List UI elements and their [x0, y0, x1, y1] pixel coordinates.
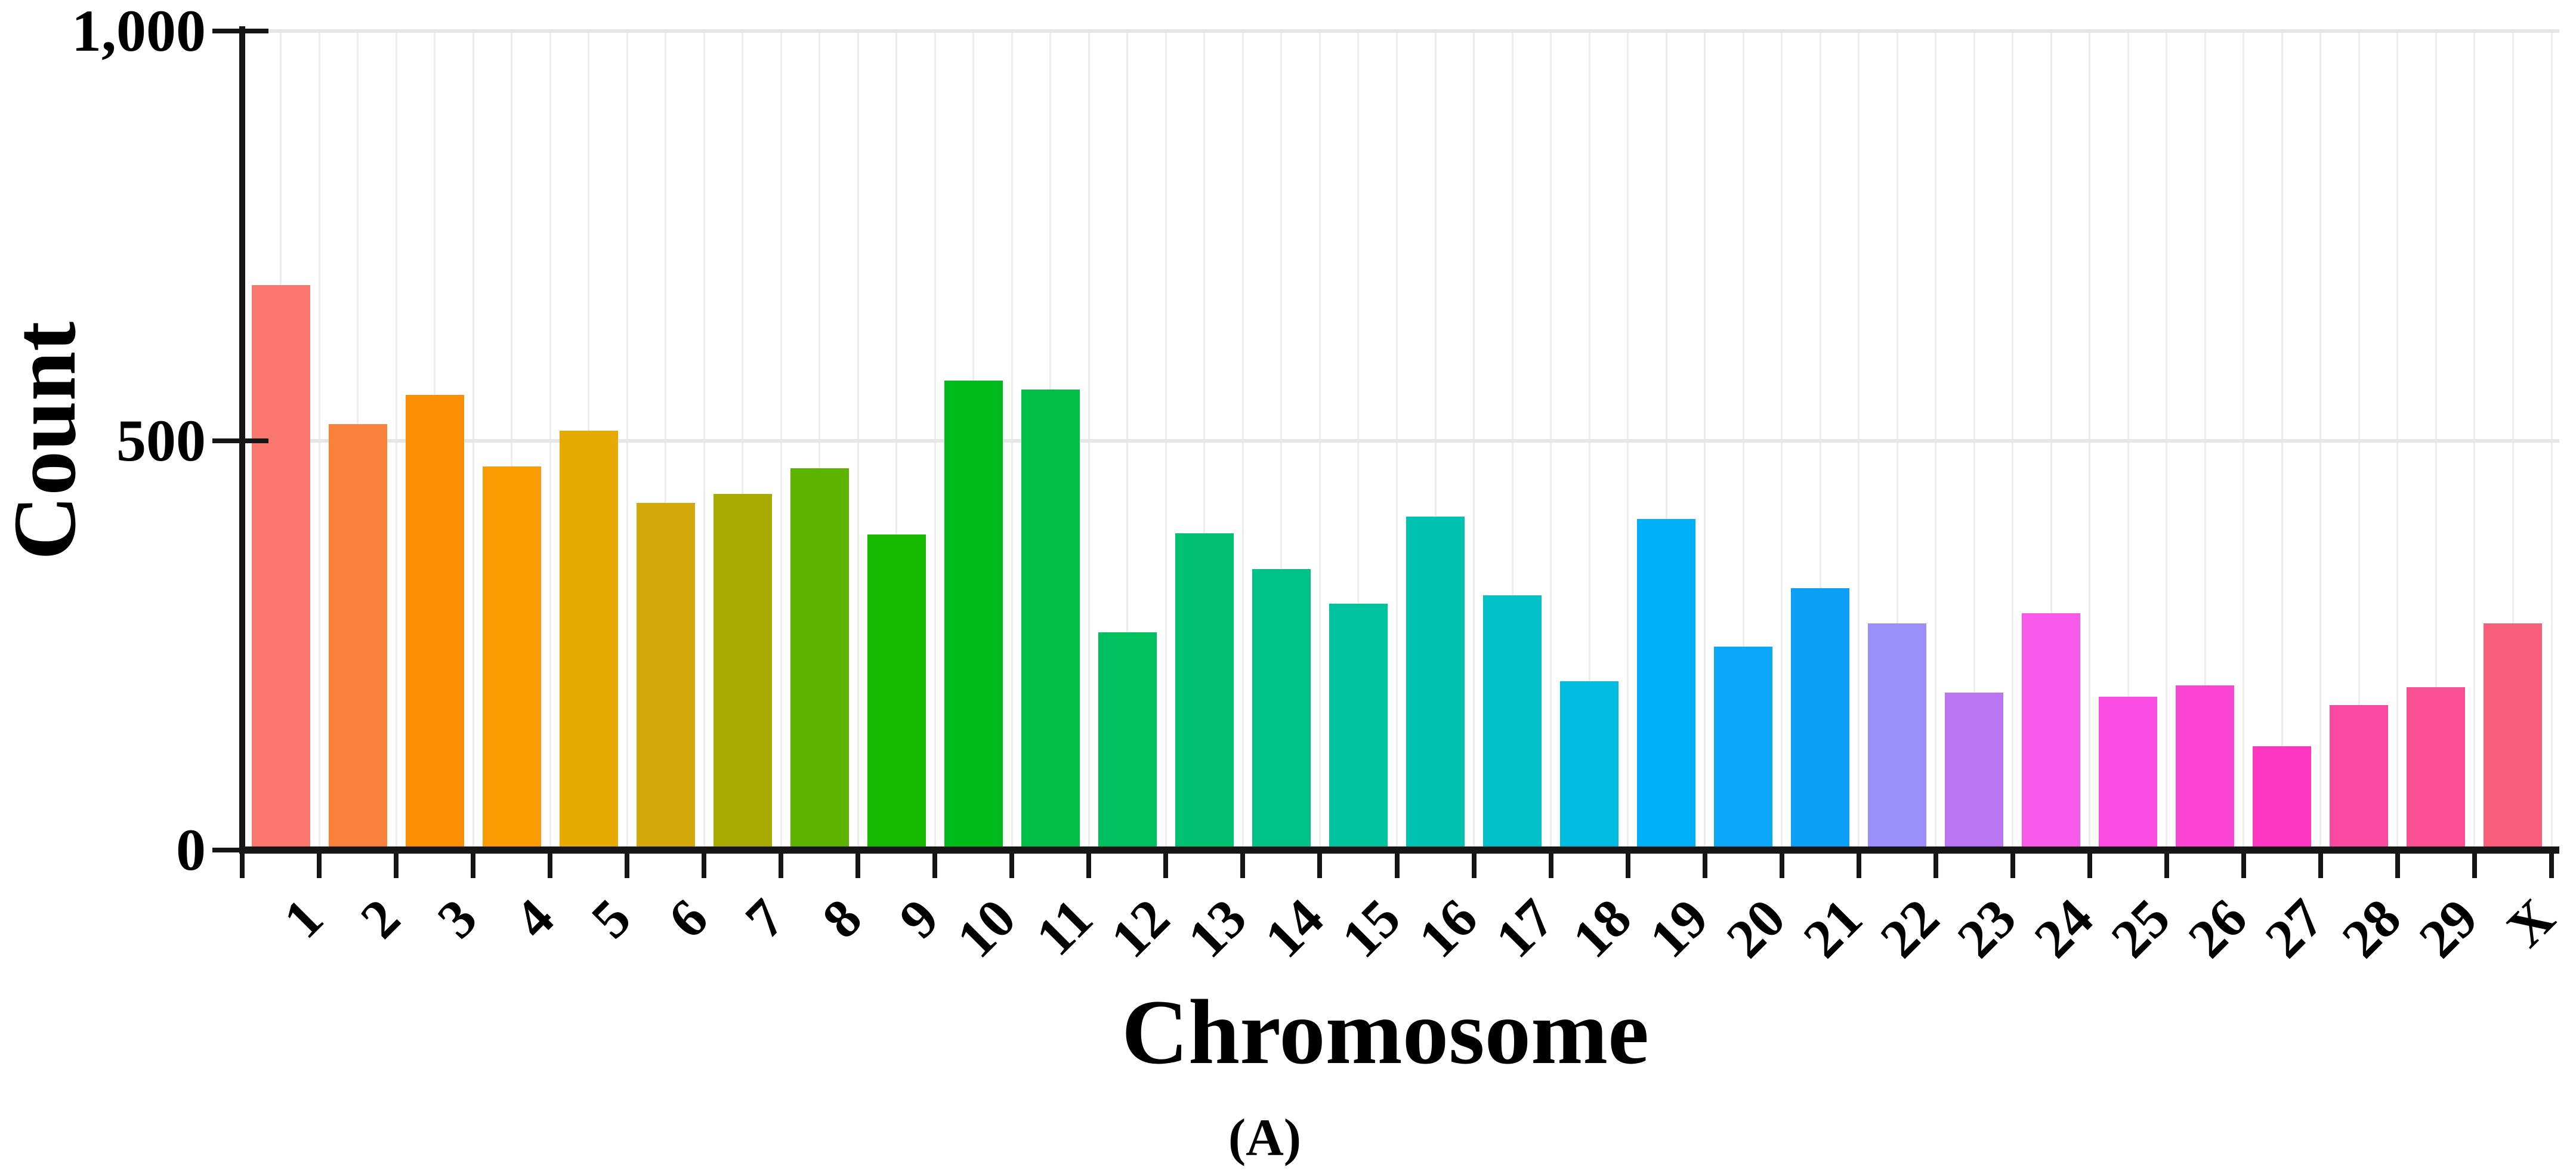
x-axis-title: Chromosome	[1122, 981, 1649, 1083]
x-tick	[1009, 850, 1015, 878]
panel-label: (A)	[1228, 1109, 1302, 1167]
x-tick	[1625, 850, 1630, 878]
bar-chromosome-2	[328, 424, 387, 850]
bar-chromosome-3	[405, 394, 464, 850]
bar-chromosome-6	[636, 502, 695, 850]
bar-chromosome-12	[1098, 632, 1157, 850]
x-tick	[1163, 850, 1169, 878]
x-tick	[1240, 850, 1246, 878]
bar-chromosome-11	[1021, 390, 1080, 850]
x-tick	[2318, 850, 2323, 878]
x-tick	[1471, 850, 1477, 878]
x-tick	[932, 850, 938, 878]
bar-chromosome-19	[1637, 519, 1696, 850]
x-axis-line	[239, 846, 2559, 854]
bar-chromosome-8	[790, 468, 849, 850]
x-tick	[1548, 850, 1553, 878]
bar-chromosome-14	[1252, 569, 1311, 850]
bar-chromosome-15	[1329, 603, 1388, 850]
x-tick	[2241, 850, 2246, 878]
y-tick-label: 0	[176, 817, 206, 883]
x-tick	[1779, 850, 1784, 878]
bar-chromosome-24	[2022, 613, 2081, 850]
bar-chromosome-27	[2253, 746, 2312, 850]
x-tick	[394, 850, 399, 878]
y-tick	[212, 29, 268, 33]
x-tick	[625, 850, 630, 878]
horizontal-gridline	[245, 29, 2559, 33]
x-tick	[2010, 850, 2015, 878]
bar-chromosome-26	[2176, 685, 2235, 850]
x-tick	[471, 850, 476, 878]
bar-chromosome-5	[559, 431, 618, 850]
x-tick	[1317, 850, 1323, 878]
x-tick	[2472, 850, 2477, 878]
bar-chromosome-28	[2330, 705, 2389, 850]
x-tick	[1702, 850, 1707, 878]
bar-chromosome-16	[1406, 517, 1465, 850]
y-tick-label: 500	[116, 407, 206, 474]
bar-chromosome-7	[713, 493, 772, 850]
bar-chromosome-10	[944, 381, 1003, 850]
x-tick	[1933, 850, 1938, 878]
bar-chromosome-29	[2407, 687, 2466, 850]
bar-chromosome-17	[1483, 595, 1542, 850]
bar-chromosome-9	[867, 534, 926, 850]
bar-chromosome-23	[1945, 693, 2004, 850]
bar-chromosome-22	[1868, 623, 1927, 850]
x-tick	[2549, 850, 2554, 878]
y-tick-label: 1,000	[72, 0, 206, 64]
bar-chromosome-21	[1791, 588, 1850, 850]
bar-chromosome-13	[1175, 533, 1234, 850]
x-tick	[702, 850, 707, 878]
bar-chromosome-X	[2484, 623, 2543, 850]
x-tick	[548, 850, 553, 878]
x-tick	[2395, 850, 2400, 878]
bar-chromosome-25	[2099, 697, 2158, 850]
y-tick	[212, 438, 268, 443]
bar-chromosome-18	[1560, 681, 1619, 850]
x-tick	[240, 850, 245, 878]
x-tick	[1394, 850, 1400, 878]
x-tick	[779, 850, 784, 878]
bar-chromosome-4	[482, 466, 541, 850]
x-tick	[2087, 850, 2092, 878]
x-tick	[1086, 850, 1092, 878]
x-tick	[1856, 850, 1861, 878]
x-tick	[855, 850, 861, 878]
bar-chromosome-1	[251, 285, 310, 850]
x-tick	[317, 850, 322, 878]
bar-chromosome-20	[1714, 647, 1773, 850]
x-tick	[2164, 850, 2169, 878]
horizontal-gridline	[245, 438, 2559, 443]
